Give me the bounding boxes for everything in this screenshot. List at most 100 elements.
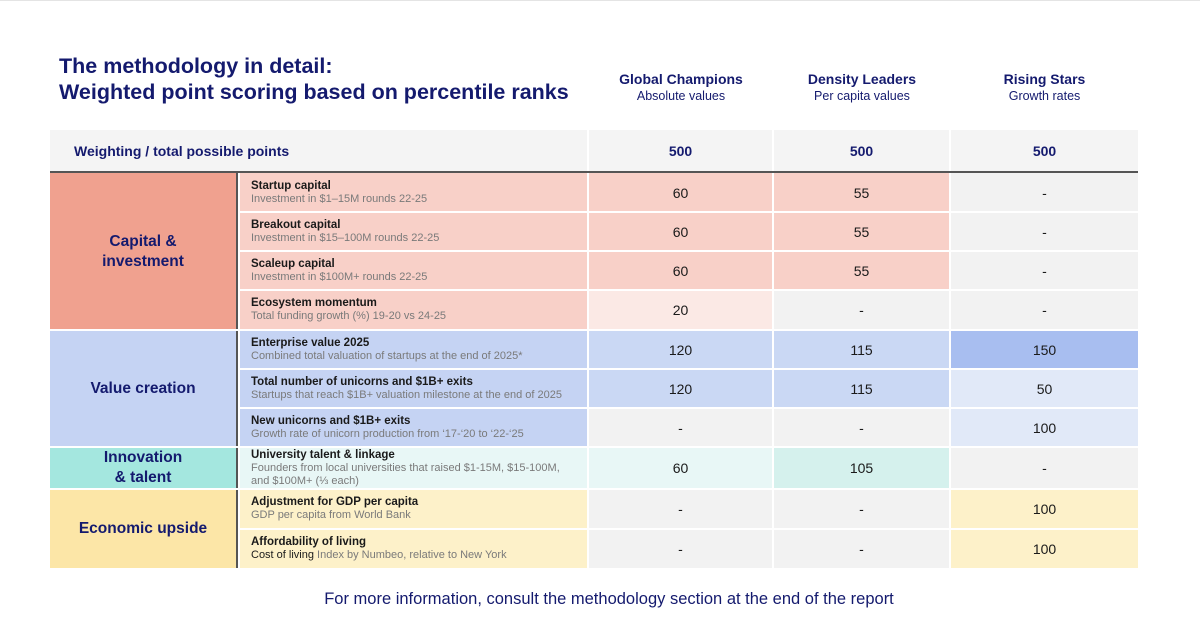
footer-note: For more information, consult the method…	[324, 590, 894, 608]
table-row: Breakout capital Investment in $15–100M r…	[50, 212, 1138, 251]
metric-cell: University talent & linkage Founders from…	[240, 447, 587, 489]
weighting-row: Weighting / total possible points 500 50…	[50, 130, 1138, 173]
metric-description: and $100M+ (⅓ each)	[251, 475, 359, 487]
table-row: Enterprise value 2025 Combined total valu…	[50, 330, 1138, 369]
column-divider	[949, 369, 951, 408]
score-cell: -	[774, 290, 949, 330]
column-subtitle: Growth rates	[1008, 89, 1081, 103]
table-row: Affordability of living Cost of living In…	[50, 529, 1138, 568]
weighting-label: Weighting / total possible points	[74, 142, 290, 159]
row-divider	[240, 528, 1138, 530]
score-cell: -	[589, 408, 772, 447]
score-cell: 60	[589, 212, 772, 251]
column-title: Rising Stars	[1003, 71, 1086, 87]
score-cell: -	[951, 447, 1138, 489]
metric-description: Cost of living Index by Numbeo, relative…	[251, 549, 587, 563]
metric-title: University talent & linkage	[251, 448, 395, 461]
column-divider	[587, 173, 589, 212]
metric-description: Investment in $15–100M rounds 22-25	[251, 231, 440, 244]
metric-description: Investment in $1–15M rounds 22-25	[251, 192, 428, 205]
score-cell: 60	[589, 173, 772, 212]
row-divider	[240, 211, 1138, 213]
metric-title: New unicorns and $1B+ exits	[251, 414, 411, 427]
column-divider	[587, 290, 589, 330]
score-cell: 50	[951, 369, 1138, 408]
row-divider	[240, 368, 1138, 370]
category-label: Economic upside	[78, 519, 208, 537]
column-divider	[949, 130, 951, 171]
column-subtitle: Per capita values	[814, 89, 910, 103]
table-row: Adjustment for GDP per capita GDP per cap…	[50, 489, 1138, 529]
column-title: Density Leaders	[807, 71, 917, 87]
metric-cell: New unicorns and $1B+ exits Growth rate o…	[240, 408, 587, 447]
metric-title: Breakout capital	[251, 218, 341, 231]
column-title: Global Champions	[619, 71, 743, 87]
table-row: University talent & linkage Founders from…	[50, 447, 1138, 489]
score-cell: 100	[951, 529, 1138, 568]
score-cell: -	[951, 290, 1138, 330]
weighting-value: 500	[1032, 142, 1057, 159]
column-subtitle: Absolute values	[636, 89, 726, 103]
column-divider	[772, 173, 774, 212]
metric-description: Growth rate of unicorn production from ‘…	[251, 427, 524, 440]
score-cell: 120	[589, 369, 772, 408]
metric-cell: Ecosystem momentum Total funding growth (…	[240, 290, 587, 330]
score-cell: -	[589, 529, 772, 568]
category-divider	[50, 329, 1138, 331]
metric-cell: Total number of unicorns and $1B+ exits S…	[240, 369, 587, 408]
metric-description: Combined total valuation of startups at …	[251, 349, 523, 362]
column-divider	[949, 447, 951, 489]
column-divider	[772, 212, 774, 251]
category-label: & talent	[114, 469, 172, 486]
score-cell: -	[774, 529, 949, 568]
column-divider	[587, 251, 589, 290]
metric-title: Total number of unicorns and $1B+ exits	[251, 375, 473, 388]
column-divider	[772, 489, 774, 529]
weighting-value: 500	[668, 142, 693, 159]
metric-title: Affordability of living	[251, 535, 366, 548]
metric-cell: Scaleup capital Investment in $100M+ roun…	[240, 251, 587, 290]
score-cell: -	[774, 408, 949, 447]
metric-description-rest: Index by Numbeo, relative to New York	[313, 548, 507, 561]
title-line-1: The methodology in detail:	[59, 54, 333, 78]
metric-cell: Adjustment for GDP per capita GDP per cap…	[240, 489, 587, 529]
score-cell: 60	[589, 251, 772, 290]
column-divider	[587, 447, 589, 489]
column-divider	[949, 489, 951, 529]
table-row: Startup capital Investment in $1–15M roun…	[50, 173, 1138, 212]
metric-description: Total funding growth (%) 19-20 vs 24-25	[251, 310, 447, 323]
score-cell: 100	[951, 408, 1138, 447]
column-header-density-leaders: Density Leaders Per capita values	[774, 70, 950, 105]
metric-title: Adjustment for GDP per capita	[251, 496, 419, 509]
score-cell: 55	[774, 212, 949, 251]
score-cell: 105	[774, 447, 949, 489]
score-cell: -	[774, 489, 949, 529]
column-divider	[587, 212, 589, 251]
column-divider	[949, 251, 951, 290]
metric-title: Enterprise value 2025	[251, 336, 370, 349]
metric-title: Ecosystem momentum	[251, 297, 377, 310]
row-divider	[240, 289, 1138, 291]
metric-description-emphasis: Cost of living	[251, 548, 314, 561]
score-cell: 115	[774, 369, 949, 408]
metric-description: Investment in $100M+ rounds 22-25	[251, 270, 428, 283]
column-divider	[949, 529, 951, 568]
metric-description: Founders from local universities that ra…	[251, 461, 560, 474]
column-header-rising-stars: Rising Stars Growth rates	[951, 70, 1138, 105]
column-divider	[587, 130, 589, 171]
column-divider	[587, 330, 589, 369]
score-cell: 55	[774, 251, 949, 290]
column-divider	[772, 290, 774, 330]
category-label: investment	[102, 252, 184, 270]
column-header-global-champions: Global Champions Absolute values	[589, 70, 773, 105]
column-divider	[587, 489, 589, 529]
top-rule	[0, 0, 1200, 1]
column-divider	[949, 408, 951, 447]
column-divider	[772, 447, 774, 489]
metric-cell: Enterprise value 2025 Combined total valu…	[240, 330, 587, 369]
category-value-creation: Value creation	[50, 330, 238, 447]
column-divider	[949, 212, 951, 251]
row-divider	[240, 250, 1138, 252]
category-economic-upside: Economic upside	[50, 489, 238, 568]
column-divider	[772, 251, 774, 290]
